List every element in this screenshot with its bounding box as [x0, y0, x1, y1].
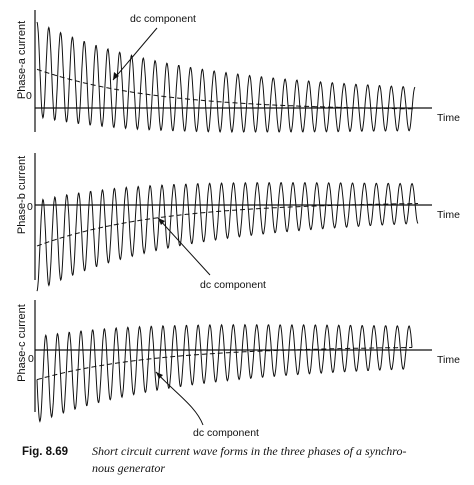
- phase-b-zero-label: 0: [27, 201, 33, 213]
- phase-c-dc-envelope: [36, 347, 412, 381]
- phase-a-zero-label: 0: [26, 90, 32, 102]
- phase-b-dc-envelope: [36, 203, 418, 247]
- phase-a-ac-wave: [36, 21, 416, 134]
- phase-c-annotation-arrowhead: [156, 372, 163, 379]
- figure-caption: Fig. 8.69 Short circuit current wave form…: [22, 443, 462, 476]
- caption-line-2: nous generator: [92, 461, 165, 475]
- figure-number: Fig. 8.69: [22, 446, 69, 458]
- phase-a-time-label: Time: [437, 112, 460, 124]
- waveform-figure: Phase-a current 0 Time dc component Phas…: [16, 10, 460, 439]
- phase-b-annotation-leader: [157, 217, 211, 276]
- phase-b-time-label: Time: [437, 209, 460, 221]
- panel-phase-a: Phase-a current 0 Time dc component: [16, 10, 460, 134]
- phase-c-annotation-leader: [155, 371, 204, 426]
- phase-c-ac-wave: [36, 323, 413, 423]
- phase-c-zero-label: 0: [28, 353, 34, 365]
- phase-c-time-label: Time: [437, 354, 460, 366]
- phase-a-annotation-leader: [112, 27, 158, 81]
- phase-b-annotation-arrowhead: [158, 218, 165, 225]
- phase-a-dc-annotation: dc component: [130, 13, 196, 25]
- phase-c-dc-annotation: dc component: [193, 427, 259, 439]
- phase-b-dc-annotation: dc component: [200, 279, 266, 291]
- phase-b-ac-wave: [36, 181, 419, 292]
- phase-a-annotation-arrowhead: [113, 72, 119, 80]
- phase-c-ylabel: Phase-c current: [16, 304, 28, 382]
- phase-a-dc-envelope: [36, 68, 415, 110]
- phase-b-ylabel: Phase-b current: [16, 156, 28, 234]
- caption-line-1: Short circuit current wave forms in the …: [92, 444, 407, 458]
- phase-a-ylabel: Phase-a current: [16, 21, 28, 99]
- panel-phase-b: Phase-b current 0 Time dc component: [16, 153, 460, 292]
- panel-phase-c: Phase-c current 0 Time dc component: [16, 300, 460, 439]
